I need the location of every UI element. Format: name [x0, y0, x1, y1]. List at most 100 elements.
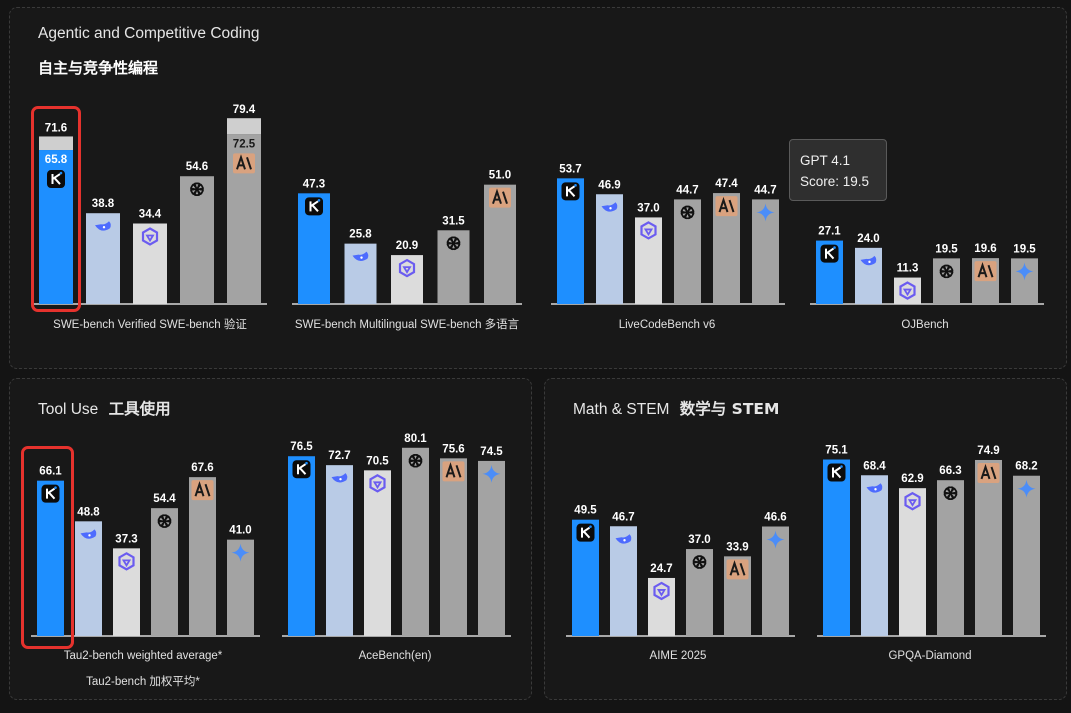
qwen-star-icon: [141, 227, 159, 246]
bar-kimi[interactable]: [823, 459, 850, 636]
bar-value-label: 68.2: [1015, 461, 1037, 473]
bar-anthropic[interactable]: [440, 458, 467, 636]
category-label: LiveCodeBench v6: [619, 319, 716, 331]
benchmark-group: 47.3 25.8 20.9 31.5 51.0 SWE-bench Multilingu…: [292, 170, 522, 331]
bar-qwen[interactable]: [364, 470, 391, 636]
bar-qwen[interactable]: [133, 223, 167, 304]
bar-value-label: 54.4: [153, 493, 176, 505]
panel-title-coding: Agentic and Competitive Coding: [38, 25, 260, 42]
benchmark-group: 75.1 68.4 62.9 66.3 74.9 68.2 GPQA-Diamond: [817, 445, 1046, 662]
bar-value-label: 25.8: [349, 229, 372, 241]
panel-title-tool-en: Tool Use: [38, 401, 99, 418]
panel-title-math-en: Math & STEM: [573, 401, 670, 418]
bar-value-label: 20.9: [396, 240, 418, 252]
panel-title-tool: Tool Use 工具使用: [38, 397, 171, 419]
bar-value-label: 49.5: [574, 505, 597, 517]
panel-title-math-cn: 数学与 STEM: [679, 400, 780, 418]
gemini-sparkle-icon: [766, 530, 785, 549]
bar-value-label: 51.0: [489, 170, 511, 182]
bar-anthropic[interactable]: [189, 477, 216, 636]
bar-value-label: 68.4: [863, 460, 886, 472]
kimi-k-icon: [561, 182, 580, 201]
bar-value-label: 46.7: [612, 511, 634, 523]
qwen-star-icon: [640, 221, 657, 240]
category-label: AIME 2025: [650, 650, 707, 662]
bar-deepseek[interactable]: [610, 526, 637, 636]
bar-value-label: 44.7: [676, 184, 698, 196]
bar-deepseek[interactable]: [344, 243, 377, 304]
qwen-star-icon: [653, 581, 670, 601]
bar-deepseek[interactable]: [326, 465, 353, 636]
bar-deepseek[interactable]: [855, 247, 882, 304]
anthropic-ai-icon: [442, 461, 465, 482]
deepseek-whale-icon: [80, 529, 97, 539]
bar-deepseek[interactable]: [861, 475, 888, 636]
gemini-sparkle-icon: [1015, 262, 1034, 281]
openai-knot-icon: [446, 236, 461, 251]
bar-qwen[interactable]: [635, 217, 662, 304]
bar-value-label: 19.6: [974, 243, 996, 255]
bar-anthropic[interactable]: [975, 459, 1002, 636]
bar-value-label: 19.5: [1013, 243, 1036, 255]
bar-value-label: 19.5: [935, 243, 958, 255]
anthropic-ai-icon: [726, 559, 749, 580]
deepseek-whale-icon: [615, 534, 632, 544]
qwen-star-icon: [118, 552, 135, 571]
bar-deepseek[interactable]: [75, 521, 102, 636]
bar-openai[interactable]: [937, 480, 964, 636]
panel-subtitle-coding: 自主与竞争性编程: [38, 59, 159, 77]
bar-value-label: 66.3: [939, 465, 961, 477]
bar-value-label: 27.1: [818, 226, 841, 238]
bar-extra-value-label: 79.4: [233, 104, 256, 116]
bar-gemini[interactable]: [478, 460, 505, 636]
panel-title-tool-cn: 工具使用: [108, 400, 171, 418]
openai-knot-icon: [943, 486, 958, 500]
highlight-box-swe-verified: [31, 106, 81, 312]
benchmark-group: 76.5 72.7 70.5 80.1 75.6 74.5 AceBench(en): [282, 433, 511, 662]
openai-knot-icon: [692, 555, 707, 569]
bar-openai[interactable]: [151, 508, 178, 636]
kimi-k-icon: [576, 523, 595, 542]
bar-value-label: 65.8: [45, 154, 68, 166]
qwen-star-icon: [899, 281, 916, 300]
bar-kimi[interactable]: [37, 480, 64, 636]
bar-kimi[interactable]: [288, 456, 315, 636]
benchmark-group: 66.1 48.8 37.3 54.4 67.6 41.0 Tau2-bench weigh…: [31, 462, 260, 688]
category-label: SWE-bench Multilingual SWE-bench 多语言: [295, 317, 519, 331]
bar-value-label: 24.7: [650, 563, 672, 575]
bar-openai[interactable]: [402, 447, 429, 636]
bar-tooltip: GPT 4.1 Score: 19.5: [789, 139, 887, 201]
deepseek-whale-icon: [352, 251, 369, 262]
bar-qwen[interactable]: [648, 577, 675, 636]
bar-value-label: 31.5: [442, 215, 465, 227]
kimi-k-icon: [820, 244, 839, 263]
openai-knot-icon: [939, 264, 954, 279]
anthropic-ai-icon: [191, 480, 214, 501]
bar-qwen[interactable]: [899, 488, 926, 636]
bar-deepseek[interactable]: [596, 194, 623, 304]
bar-value-label: 24.0: [857, 233, 879, 245]
bar-openai[interactable]: [180, 176, 214, 304]
kimi-k-icon: [305, 197, 323, 216]
bar-openai[interactable]: [437, 230, 470, 304]
bar-extra[interactable]: [227, 118, 261, 135]
qwen-star-icon: [398, 258, 416, 278]
benchmark-group: 53.7 46.9 37.0 44.7 47.4 44.7 LiveCodeBench v6: [551, 163, 785, 331]
bar-value-label: 70.5: [366, 455, 389, 467]
bar-gemini[interactable]: [1013, 475, 1040, 636]
deepseek-whale-icon: [95, 221, 111, 231]
bar-openai[interactable]: [686, 549, 713, 636]
bar-value-label: 48.8: [77, 506, 100, 518]
bar-value-label: 74.5: [480, 446, 503, 458]
bar-value-label: 46.6: [764, 511, 786, 523]
bar-openai[interactable]: [674, 199, 701, 304]
openai-knot-icon: [680, 205, 695, 220]
bar-extra[interactable]: [39, 136, 73, 151]
bar-value-label: 54.6: [186, 161, 208, 173]
bar-qwen[interactable]: [391, 255, 423, 304]
category-label: Tau2-bench weighted average*: [64, 650, 223, 662]
kimi-k-icon: [827, 463, 846, 482]
bar-value-label: 47.4: [715, 178, 738, 190]
bar-qwen[interactable]: [113, 548, 140, 636]
